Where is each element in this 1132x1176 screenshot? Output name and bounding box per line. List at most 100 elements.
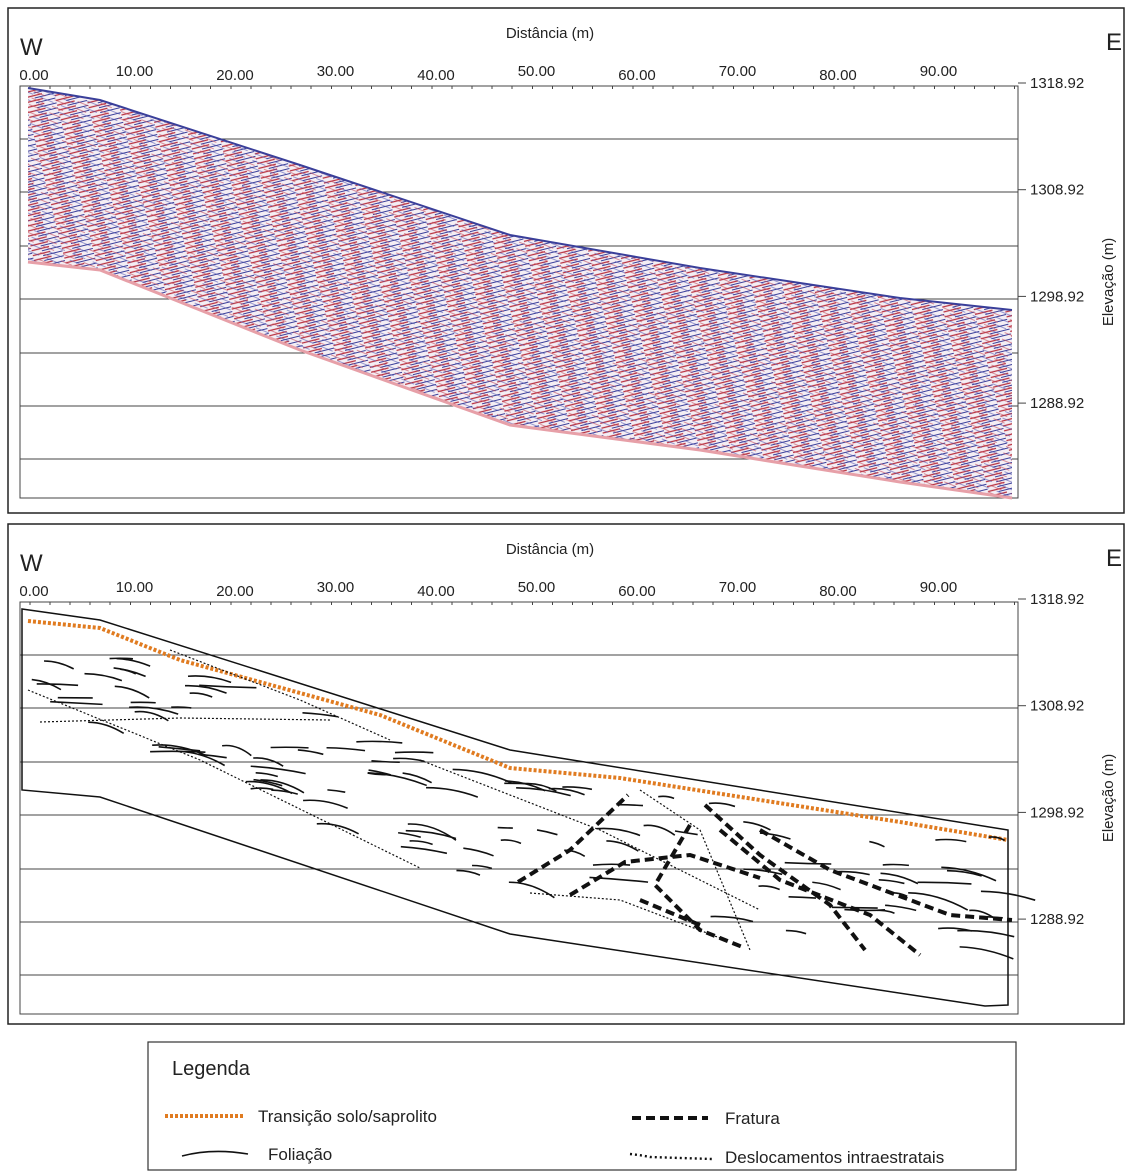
foliation-line xyxy=(303,799,348,810)
foliation-line xyxy=(367,771,428,787)
panel-frame xyxy=(7,7,1125,514)
foliation-line xyxy=(596,827,641,837)
west-label: W xyxy=(20,34,43,61)
interpretation xyxy=(21,608,1036,1007)
foliation-line xyxy=(50,700,103,706)
foliation-line xyxy=(592,863,631,866)
west-label: W xyxy=(20,550,43,577)
foliation-line xyxy=(222,744,252,757)
foliation-line xyxy=(129,706,179,715)
foliation-line xyxy=(134,710,169,722)
x-tick-label: 60.00 xyxy=(618,583,656,600)
x-tick-label: 0.00 xyxy=(19,67,48,84)
foliation-line xyxy=(402,772,433,784)
foliation-line xyxy=(302,711,338,718)
foliation-line xyxy=(271,789,298,795)
y-axis-title: Elevação (m) xyxy=(1100,238,1117,326)
foliation-line xyxy=(882,863,910,867)
foliation-line xyxy=(326,746,366,752)
x-tick-label: 60.00 xyxy=(618,67,656,84)
foliation-line xyxy=(371,760,400,763)
foliation-line xyxy=(253,778,283,787)
foliation-line xyxy=(250,765,306,775)
foliation-line xyxy=(184,684,227,694)
x-tick-label: 50.00 xyxy=(518,63,556,80)
foliation-line xyxy=(250,787,274,791)
foliation-line xyxy=(708,802,736,808)
foliation-line xyxy=(152,744,206,756)
y-tick-label: 1298.92 xyxy=(1030,288,1084,305)
x-tick-label: 80.00 xyxy=(819,583,857,600)
foliation-line xyxy=(120,668,137,675)
foliation-line xyxy=(869,840,885,848)
foliation-line xyxy=(426,786,479,798)
x-tick-label: 0.00 xyxy=(19,583,48,600)
east-label: E xyxy=(1106,545,1122,572)
legend-item: Transição solo/saprolito xyxy=(258,1107,437,1126)
east-label: E xyxy=(1106,29,1122,56)
foliation-line xyxy=(472,864,493,870)
foliation-line xyxy=(878,879,905,885)
x-tick-label: 90.00 xyxy=(920,579,958,596)
foliation-line xyxy=(393,757,425,763)
foliation-line xyxy=(44,660,75,670)
foliation-line xyxy=(31,678,62,691)
foliation-line xyxy=(253,757,284,767)
x-tick-label: 20.00 xyxy=(216,583,254,600)
foliation-line xyxy=(548,787,585,796)
foliation-line xyxy=(270,746,309,749)
foliation-line xyxy=(606,840,639,852)
foliation-line xyxy=(199,684,257,689)
y-axis-title: Elevação (m) xyxy=(1100,754,1117,842)
foliation-line xyxy=(497,826,513,829)
foliation-line xyxy=(198,753,227,759)
foliation-line xyxy=(109,657,134,660)
y-tick-label: 1298.92 xyxy=(1030,804,1084,821)
foliation-line xyxy=(885,904,917,912)
foliation-line xyxy=(743,868,783,876)
foliation-line xyxy=(327,789,346,793)
x-tick-label: 40.00 xyxy=(417,583,455,600)
foliation-line xyxy=(463,847,494,857)
legend: Legenda Transição solo/saprolito Foliaçã… xyxy=(147,1041,1017,1171)
foliation-line xyxy=(562,786,593,791)
y-tick-label: 1288.92 xyxy=(1030,911,1084,928)
foliation-line xyxy=(84,672,123,682)
foliation-line xyxy=(980,890,1036,901)
foliation-line xyxy=(844,908,886,912)
y-tick-label: 1318.92 xyxy=(1030,75,1084,92)
foliation-line xyxy=(456,869,481,876)
foliation-line xyxy=(504,780,546,792)
x-tick-label: 30.00 xyxy=(317,63,355,80)
foliation-line xyxy=(788,895,817,899)
foliation-line xyxy=(658,795,675,800)
foliation-line xyxy=(957,929,1015,938)
x-tick-label: 20.00 xyxy=(216,67,254,84)
foliation-line xyxy=(316,822,359,835)
x-tick-label: 10.00 xyxy=(116,579,154,596)
foliation-line xyxy=(114,685,150,699)
y-tick-label: 1288.92 xyxy=(1030,395,1084,412)
foliation-line xyxy=(935,838,967,843)
foliation-line xyxy=(171,706,192,709)
foliation-line xyxy=(941,866,997,882)
x-tick-label: 10.00 xyxy=(116,63,154,80)
legend-item: Foliação xyxy=(268,1145,332,1164)
foliation-line xyxy=(88,721,125,735)
foliation-line xyxy=(812,881,841,891)
foliation-line xyxy=(356,740,403,744)
foliation-line xyxy=(508,881,555,899)
foliation-line xyxy=(589,876,649,883)
foliation-line xyxy=(158,746,201,752)
foliation-line xyxy=(758,885,780,891)
x-tick-label: 90.00 xyxy=(920,63,958,80)
y-tick-label: 1318.92 xyxy=(1030,591,1084,608)
foliation-line xyxy=(189,692,213,698)
foliation-line xyxy=(260,779,305,794)
foliation-line xyxy=(880,872,919,885)
x-tick-label: 70.00 xyxy=(719,63,757,80)
x-tick-label: 70.00 xyxy=(719,579,757,596)
radargram xyxy=(27,87,1013,500)
panel-frame xyxy=(7,523,1125,1025)
